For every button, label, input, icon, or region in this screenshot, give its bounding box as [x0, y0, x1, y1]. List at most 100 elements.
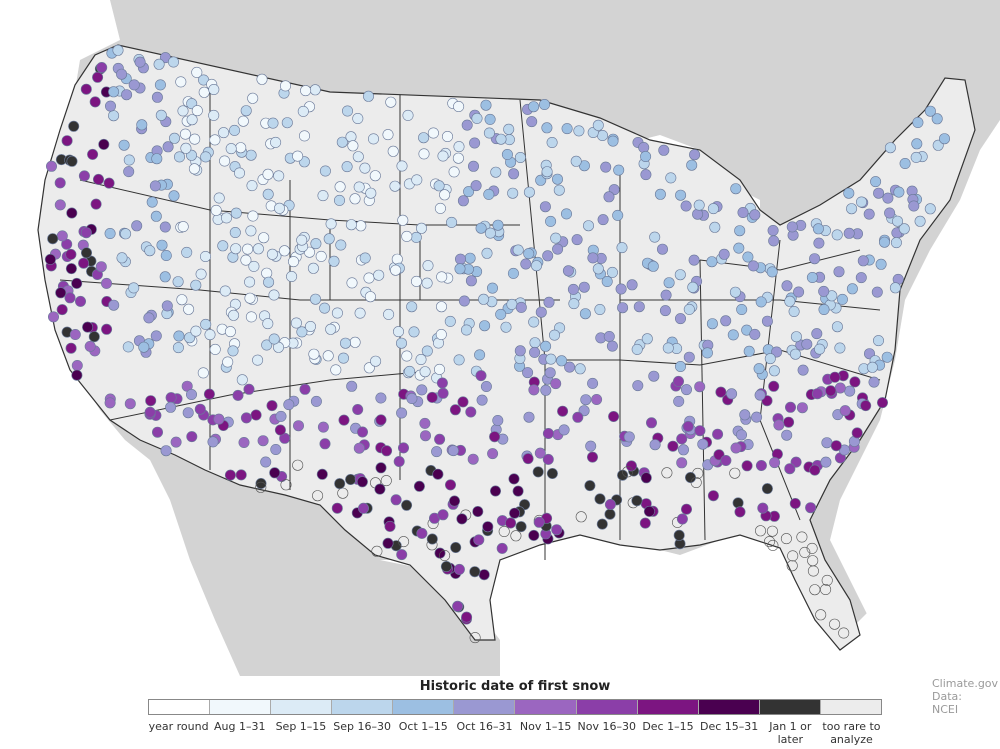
station-dot: [641, 333, 653, 345]
station-dot: [680, 384, 692, 396]
station-dot: [274, 424, 286, 436]
station-dot: [454, 263, 466, 275]
station-dot: [495, 133, 507, 145]
station-dot: [473, 534, 485, 546]
station-dot: [191, 105, 203, 117]
station-dot: [371, 545, 383, 557]
station-dot: [844, 385, 856, 397]
station-dot: [751, 411, 763, 423]
station-dot: [720, 454, 732, 466]
station-dot: [542, 250, 554, 262]
station-dot: [151, 153, 163, 165]
station-dot: [170, 436, 182, 448]
station-dot: [384, 520, 396, 532]
station-dot: [247, 210, 259, 222]
station-dot: [355, 220, 367, 232]
station-dot: [674, 313, 686, 325]
station-dot: [734, 225, 746, 237]
station-dot: [286, 270, 298, 282]
station-dot: [186, 388, 198, 400]
station-dot: [349, 336, 361, 348]
station-dot: [124, 398, 136, 410]
station-dot: [522, 367, 534, 379]
station-dot: [359, 162, 371, 174]
station-dot: [224, 326, 236, 338]
station-dot: [209, 343, 221, 355]
station-dot: [562, 265, 574, 277]
station-dot: [300, 85, 312, 97]
station-dot: [315, 250, 327, 262]
station-dot: [346, 277, 358, 289]
station-dot: [557, 405, 569, 417]
station-dot: [541, 166, 553, 178]
station-dot: [831, 229, 843, 241]
station-dot: [890, 237, 902, 249]
station-dot: [150, 210, 162, 222]
station-dot: [198, 86, 210, 98]
station-dot: [416, 384, 428, 396]
station-dot: [138, 341, 150, 353]
station-dot: [689, 149, 701, 161]
station-dot: [573, 125, 585, 137]
station-dot: [546, 137, 558, 149]
station-dot: [855, 196, 867, 208]
station-dot: [209, 134, 221, 146]
station-dot: [460, 324, 472, 336]
station-dot: [334, 478, 346, 490]
station-dot: [697, 438, 709, 450]
legend-label: Dec 15–31: [699, 720, 759, 733]
station-dot: [747, 260, 759, 272]
station-dot: [385, 96, 397, 108]
station-dot: [849, 376, 861, 388]
station-dot: [503, 123, 515, 135]
station-dot: [356, 426, 368, 438]
station-dot: [761, 483, 773, 495]
station-dot: [512, 244, 524, 256]
station-dot: [450, 541, 462, 553]
station-dot: [207, 436, 219, 448]
station-dot: [532, 466, 544, 478]
station-dot: [680, 200, 692, 212]
station-dot: [390, 494, 402, 506]
station-dot: [465, 406, 477, 418]
station-dot: [545, 353, 557, 365]
station-dot: [820, 456, 832, 468]
station-dot: [155, 109, 167, 121]
station-dot: [490, 166, 502, 178]
station-dot: [600, 161, 612, 173]
station-dot: [839, 405, 851, 417]
station-dot: [194, 403, 206, 415]
station-dot: [585, 440, 597, 452]
station-dot: [406, 392, 418, 404]
station-dot: [522, 453, 534, 465]
station-dot: [433, 180, 445, 192]
station-dot: [796, 531, 808, 543]
station-dot: [267, 117, 279, 129]
station-dot: [65, 342, 77, 354]
station-dot: [89, 96, 101, 108]
station-dot: [352, 151, 364, 163]
station-dot: [811, 328, 823, 340]
station-dot: [418, 132, 430, 144]
station-dot: [213, 413, 225, 425]
station-dot: [739, 409, 751, 421]
station-dot: [122, 341, 134, 353]
station-dot: [419, 430, 431, 442]
station-dot: [229, 124, 241, 136]
station-dot: [924, 105, 936, 117]
station-dot: [168, 190, 180, 202]
station-dot: [128, 79, 140, 91]
station-dot: [287, 256, 299, 268]
station-dot: [270, 136, 282, 148]
station-dot: [659, 305, 671, 317]
station-dot: [369, 170, 381, 182]
station-dot: [335, 239, 347, 251]
station-dot: [112, 44, 124, 56]
station-dot: [262, 188, 274, 200]
station-dot: [279, 80, 291, 92]
station-dot: [742, 251, 754, 263]
station-dot: [354, 307, 366, 319]
station-dot: [464, 252, 476, 264]
station-dot: [868, 376, 880, 388]
station-dot: [204, 329, 216, 341]
